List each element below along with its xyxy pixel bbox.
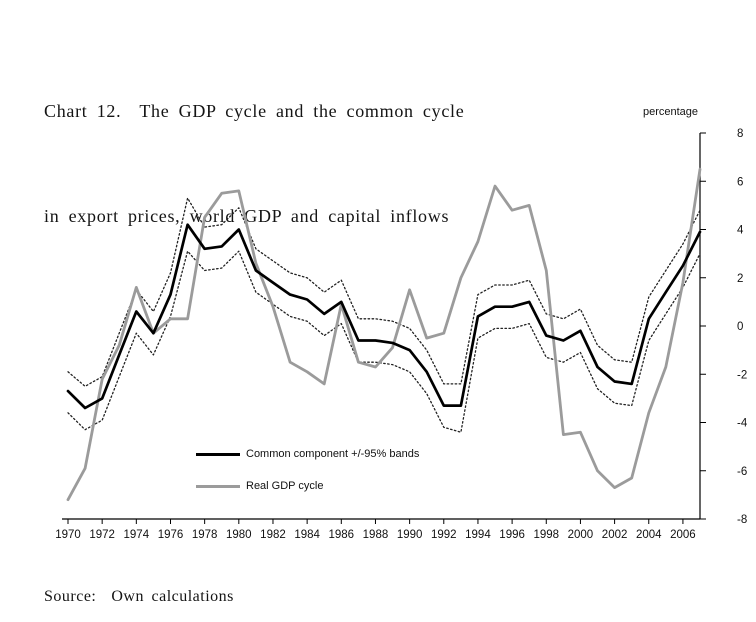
series-lines (66, 167, 702, 502)
y-tick-label: -2 (737, 369, 747, 381)
series-line-upper-95-band (67, 197, 701, 387)
x-tick-label: 1988 (363, 529, 389, 541)
y-tick-label: 4 (737, 225, 744, 237)
x-tick-label: 1994 (465, 529, 491, 541)
chart-title-line2: in export prices, world GDP and capital … (44, 206, 450, 226)
series-line-real-gdp-cycle (66, 167, 702, 502)
series-line-lower-95-band (67, 250, 701, 433)
x-tick-label: 2006 (670, 529, 696, 541)
x-tick-label: 2000 (568, 529, 594, 541)
y-axis: 8 6 4 2 0 -2 -4 -6 -8 (700, 128, 748, 526)
x-tick-label: 1982 (260, 529, 286, 541)
y-tick-label: -4 (737, 418, 748, 430)
x-tick-label: 2004 (636, 529, 662, 541)
x-tick-label: 1990 (397, 529, 423, 541)
y-axis-unit-label: percentage (642, 106, 698, 118)
x-tick-label: 1986 (329, 529, 355, 541)
legend-label-real-gdp-cycle: Real GDP cycle (246, 480, 324, 492)
x-tick-label: 1998 (533, 529, 559, 541)
chart-title: Chart 12. The GDP cycle and the common c… (44, 24, 464, 304)
x-tick-label: 1970 (55, 529, 81, 541)
legend-line-common-component (196, 452, 240, 456)
x-tick-label: 1978 (192, 529, 218, 541)
y-tick-label: 2 (737, 273, 743, 285)
source-note: Source: Own calculations (44, 588, 234, 605)
x-tick-label: 1996 (499, 529, 525, 541)
x-tick-label: 1976 (158, 529, 184, 541)
x-tick-label: 1980 (226, 529, 252, 541)
x-tick-label: 1972 (89, 529, 115, 541)
x-tick-label: 1992 (431, 529, 457, 541)
legend-line-real-gdp-cycle (196, 484, 240, 488)
y-tick-label: 6 (737, 176, 743, 188)
legend-item-common-component: Common component +/-95% bands (196, 438, 419, 470)
chart-title-line1: Chart 12. The GDP cycle and the common c… (44, 101, 465, 121)
x-axis: 1970 1972 1974 1976 1978 1980 1982 1984 1986 1988… (55, 519, 696, 541)
y-tick-label: -8 (737, 514, 747, 526)
series-line-common-component (66, 223, 702, 410)
y-tick-label: 8 (737, 128, 743, 140)
y-tick-label: 0 (737, 321, 743, 333)
legend-label-common-component: Common component +/-95% bands (246, 448, 420, 460)
legend-item-real-gdp-cycle: Real GDP cycle (196, 470, 419, 502)
x-tick-label: 1984 (294, 529, 320, 541)
legend: Common component +/-95% bands Real GDP c… (196, 438, 419, 502)
x-tick-label: 2002 (602, 529, 628, 541)
x-tick-label: 1974 (124, 529, 150, 541)
y-tick-label: -6 (737, 466, 747, 478)
